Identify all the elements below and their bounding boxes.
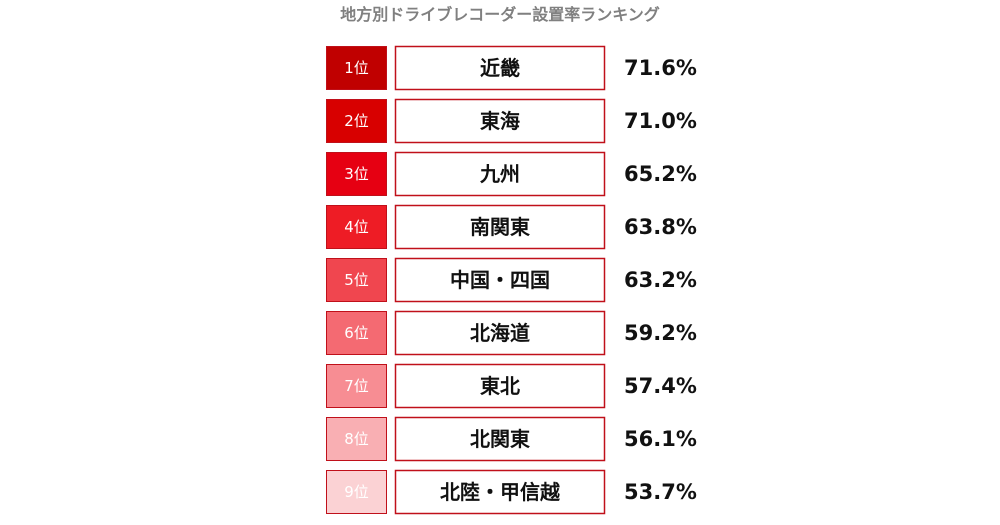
ranking-row: 7位 東北 57.4%	[326, 363, 697, 409]
value-label: 53.7%	[624, 480, 697, 504]
ranking-row: 5位 中国・四国 63.2%	[326, 257, 697, 303]
region-box	[394, 416, 606, 462]
value-label: 71.0%	[624, 109, 697, 133]
rank-label: 7位	[344, 377, 369, 395]
region-label: 南関東	[470, 215, 530, 239]
region-label: 九州	[479, 162, 520, 186]
rank-badge	[326, 152, 387, 196]
rank-badge	[326, 46, 387, 90]
region-box	[394, 45, 606, 91]
value-label: 65.2%	[624, 162, 697, 186]
value-label: 56.1%	[624, 427, 697, 451]
region-label: 北陸・甲信越	[440, 480, 561, 504]
region-label: 東北	[480, 374, 520, 398]
value-label: 57.4%	[624, 374, 697, 398]
rank-badge	[326, 99, 387, 143]
region-label: 中国・四国	[450, 268, 550, 292]
region-box	[394, 363, 606, 409]
rank-label: 5位	[344, 271, 369, 289]
rank-badge	[326, 364, 387, 408]
rank-label: 1位	[344, 59, 369, 77]
chart-title: 地方別ドライブレコーダー設置率ランキング	[340, 5, 660, 24]
value-label: 59.2%	[624, 321, 697, 345]
ranking-row: 9位 北陸・甲信越 53.7%	[326, 469, 697, 515]
rank-badge	[326, 470, 387, 514]
rank-label: 9位	[344, 483, 369, 501]
region-label: 北関東	[470, 427, 530, 451]
rank-badge	[326, 258, 387, 302]
rank-label: 3位	[344, 165, 369, 183]
rank-label: 8位	[344, 430, 369, 448]
rank-label: 6位	[344, 324, 369, 342]
ranking-row: 1位 近畿 71.6%	[326, 45, 697, 91]
region-label: 東海	[480, 109, 520, 133]
region-box	[394, 98, 606, 144]
rank-badge	[326, 417, 387, 461]
rank-badge	[326, 205, 387, 249]
region-box	[394, 469, 606, 515]
region-box	[394, 151, 606, 197]
ranking-rows: 1位 近畿 71.6% 2位 東海 71.0% 3位 九州 65.2% 4位 南関東 63.8% 5位 中…	[326, 45, 697, 515]
value-label: 63.8%	[624, 215, 697, 239]
region-box	[394, 204, 606, 250]
value-label: 63.2%	[624, 268, 697, 292]
region-label: 北海道	[470, 321, 530, 345]
ranking-row: 4位 南関東 63.8%	[326, 204, 697, 250]
rank-badge	[326, 311, 387, 355]
rank-label: 4位	[344, 218, 369, 236]
ranking-row: 8位 北関東 56.1%	[326, 416, 697, 462]
region-label: 近畿	[480, 56, 520, 80]
region-box	[394, 257, 606, 303]
value-label: 71.6%	[624, 56, 697, 80]
ranking-row: 2位 東海 71.0%	[326, 98, 697, 144]
ranking-row: 6位 北海道 59.2%	[326, 310, 697, 356]
rank-label: 2位	[344, 112, 369, 130]
region-box	[394, 310, 606, 356]
ranking-row: 3位 九州 65.2%	[326, 151, 697, 197]
